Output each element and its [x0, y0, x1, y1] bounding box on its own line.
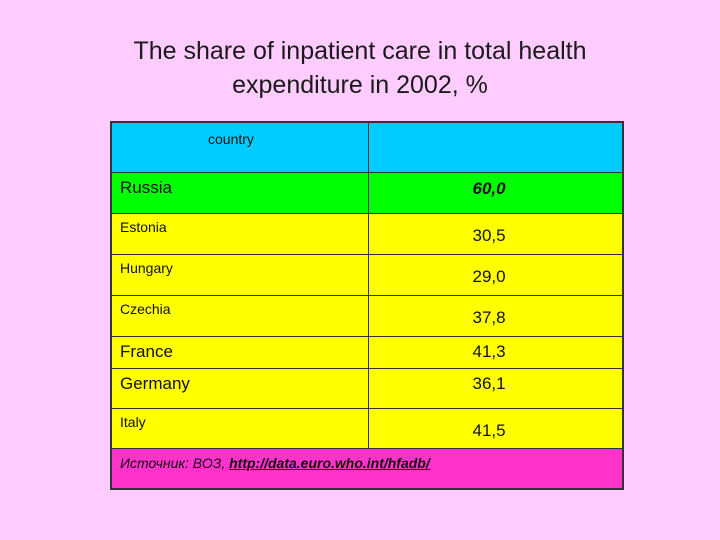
row-country: France	[110, 336, 369, 369]
table-row: Hungary 29,0	[110, 254, 624, 296]
row-value: 41,3	[367, 336, 624, 369]
row-value: 36,1	[367, 368, 624, 409]
row-value: 37,8	[367, 295, 624, 337]
source-note: Источник: ВОЗ, http://data.euro.who.int/…	[110, 448, 624, 490]
row-country: Czechia	[110, 295, 369, 337]
row-value: 60,0	[367, 172, 624, 214]
row-value: 29,0	[367, 254, 624, 296]
table-footer-row: Источник: ВОЗ, http://data.euro.who.int/…	[110, 448, 624, 490]
row-country: Estonia	[110, 213, 369, 255]
table-row: France 41,3	[110, 336, 624, 369]
table-row: Czechia 37,8	[110, 295, 624, 337]
row-country: Italy	[110, 408, 369, 449]
title-line-1: The share of inpatient care in total hea…	[133, 37, 587, 65]
row-value: 41,5	[367, 408, 624, 449]
row-country: Russia	[110, 172, 369, 214]
header-value	[367, 121, 624, 173]
row-country: Hungary	[110, 254, 369, 296]
table-row: Germany 36,1	[110, 368, 624, 409]
table-row: Estonia 30,5	[110, 213, 624, 255]
slide-title: The share of inpatient care in total hea…	[60, 34, 660, 102]
source-label: Источник: ВОЗ,	[120, 455, 230, 471]
row-country: Germany	[110, 368, 369, 409]
table-row: Italy 41,5	[110, 408, 624, 449]
source-link[interactable]: http://data.euro.who.int/hfadb/	[229, 455, 430, 471]
row-value: 30,5	[367, 213, 624, 255]
title-line-2: expenditure in 2002, %	[232, 71, 488, 99]
expenditure-table: country Russia 60,0 Estonia 30,5 Hungary…	[110, 121, 624, 490]
table-row: Russia 60,0	[110, 172, 624, 214]
table-header-row: country	[110, 121, 624, 173]
header-country: country	[110, 121, 369, 173]
